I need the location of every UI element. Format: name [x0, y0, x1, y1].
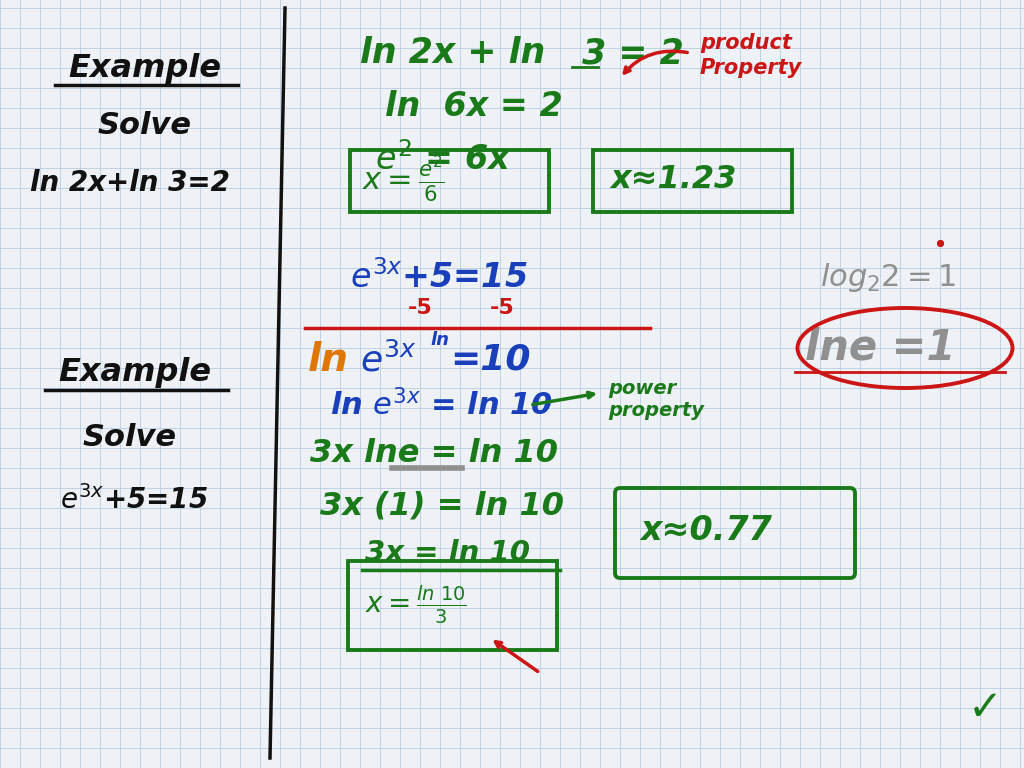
Text: ln $e^{3x}$ = ln 10: ln $e^{3x}$ = ln 10 [330, 389, 553, 422]
Text: power: power [608, 379, 676, 398]
Text: Solve: Solve [83, 423, 177, 452]
Text: Example: Example [69, 52, 221, 84]
Text: ln  6x = 2: ln 6x = 2 [385, 90, 563, 123]
Text: -5: -5 [490, 298, 515, 318]
Text: ✓: ✓ [968, 687, 1002, 729]
Text: $e^2$ = 6x: $e^2$ = 6x [375, 143, 512, 177]
Text: $e^{3x}$: $e^{3x}$ [360, 342, 417, 378]
Text: ln: ln [308, 341, 349, 379]
Text: property: property [608, 400, 705, 419]
Text: Example: Example [58, 357, 212, 389]
Text: x≈1.23: x≈1.23 [610, 164, 736, 196]
Text: $e^{3x}$+5=15: $e^{3x}$+5=15 [60, 485, 208, 515]
Text: ln 2x+ln 3=2: ln 2x+ln 3=2 [30, 169, 230, 197]
Text: =10: =10 [450, 343, 530, 377]
Text: lne =1: lne =1 [805, 327, 955, 369]
Text: ln 2x + ln: ln 2x + ln [360, 36, 545, 70]
Text: x≈0.77: x≈0.77 [640, 515, 772, 548]
Text: ln: ln [430, 331, 449, 349]
Text: Property: Property [700, 58, 802, 78]
Text: $log_2 2=1$: $log_2 2=1$ [820, 261, 956, 294]
Text: 3x lne = ln 10: 3x lne = ln 10 [310, 438, 558, 468]
Text: $e^{3x}$+5=15: $e^{3x}$+5=15 [350, 260, 527, 296]
Text: 3x = ln 10: 3x = ln 10 [365, 539, 530, 567]
Text: -5: -5 [408, 298, 433, 318]
Text: product: product [700, 33, 792, 53]
Text: 3x (1) = ln 10: 3x (1) = ln 10 [319, 491, 564, 521]
Text: $x = \frac{e^2}{6}$: $x = \frac{e^2}{6}$ [362, 154, 444, 205]
Text: 3 = 2: 3 = 2 [570, 36, 684, 70]
Text: Solve: Solve [98, 111, 193, 140]
Text: $x = \frac{ln\ 10}{3}$: $x = \frac{ln\ 10}{3}$ [365, 584, 467, 627]
